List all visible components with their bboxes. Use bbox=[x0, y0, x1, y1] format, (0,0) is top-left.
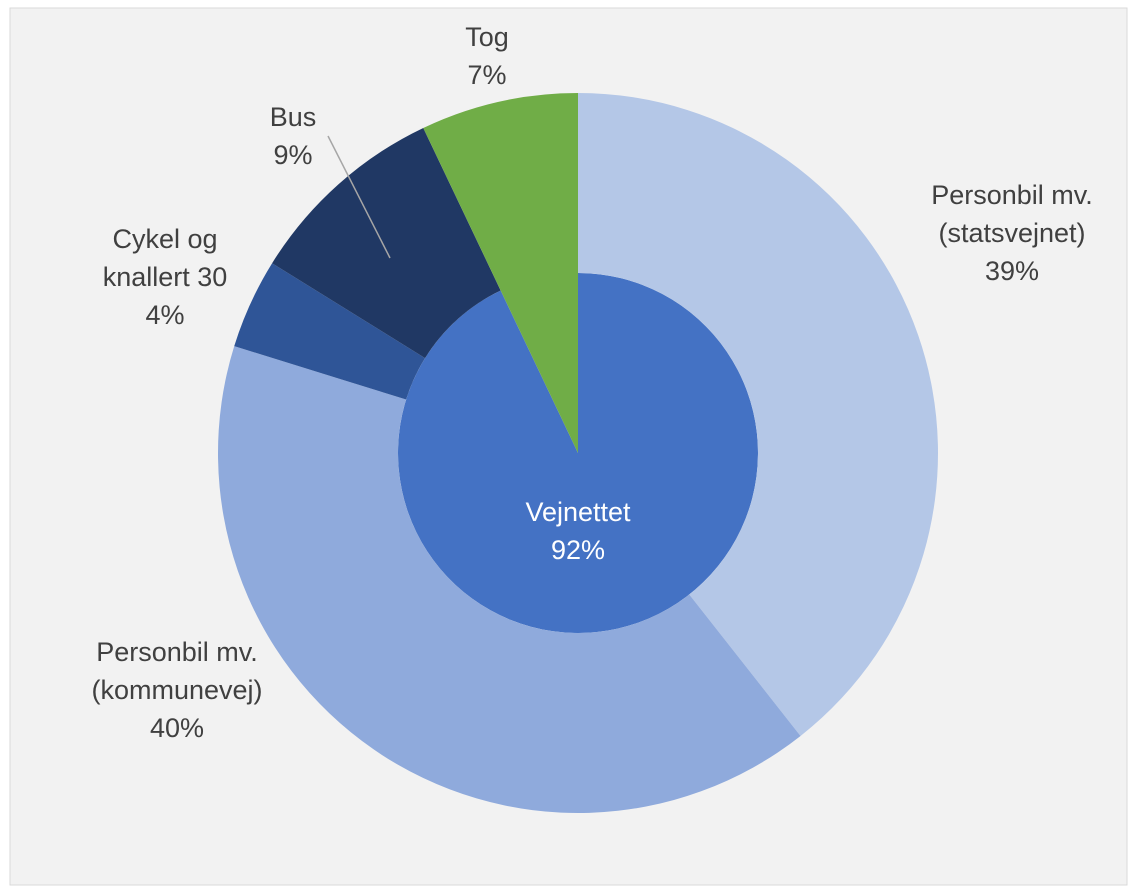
data-label: Tog 7% bbox=[427, 18, 547, 94]
data-label: Cykel og knallert 30 4% bbox=[80, 220, 250, 334]
label-value: 9% bbox=[273, 140, 313, 170]
label-name: Cykel og knallert 30 bbox=[102, 224, 228, 292]
data-label: Vejnettet 92% bbox=[478, 493, 678, 569]
label-name: Vejnettet bbox=[525, 497, 631, 527]
label-name: Bus bbox=[269, 102, 317, 132]
label-value: 39% bbox=[984, 256, 1040, 286]
outer-wedge bbox=[217, 346, 801, 814]
data-label: Personbil mv. (statsvejnet) 39% bbox=[887, 176, 1135, 290]
leader-line bbox=[327, 135, 391, 259]
outer-wedge bbox=[578, 93, 939, 736]
label-value: 92% bbox=[550, 535, 606, 565]
label-value: 4% bbox=[145, 300, 185, 330]
outer-wedge bbox=[234, 263, 426, 400]
label-name: Personbil mv. (statsvejnet) bbox=[931, 180, 1093, 248]
label-name: Personbil mv. (kommunevej) bbox=[91, 637, 263, 705]
inner-wedge bbox=[398, 273, 759, 633]
label-value: 40% bbox=[149, 713, 205, 743]
full-wedge bbox=[423, 93, 578, 453]
data-label: Bus 9% bbox=[233, 98, 353, 174]
label-value: 7% bbox=[467, 60, 507, 90]
wedges bbox=[217, 93, 939, 814]
label-name: Tog bbox=[465, 22, 509, 52]
outer-wedge bbox=[272, 127, 501, 359]
data-label: Personbil mv. (kommunevej) 40% bbox=[70, 633, 285, 747]
